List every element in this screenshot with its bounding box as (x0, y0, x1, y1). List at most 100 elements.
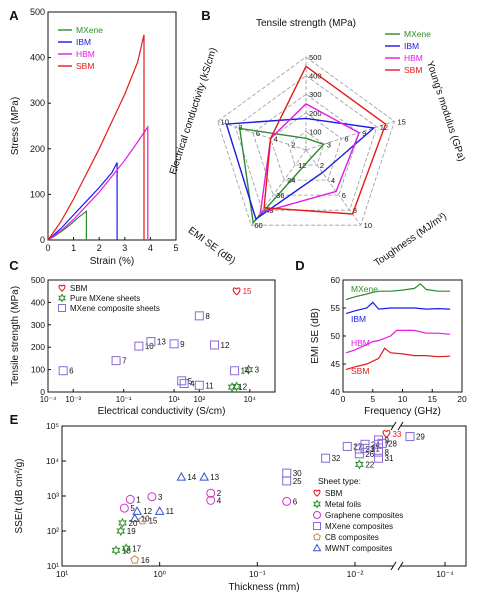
panel-letter-e: E (10, 412, 19, 427)
panel-c-ylabel: Tensile strength (MPa) (10, 286, 21, 386)
panel-e-point-label: 25 (293, 477, 302, 486)
panel-c-point-label: 7 (122, 357, 127, 366)
panel-e-ylabel: SSE/t (dB cm²/g) (14, 458, 25, 533)
panel-e-legend-label: Graphene composites (325, 511, 403, 520)
panel-c-point (244, 364, 254, 375)
panel-c-legend-label: SBM (70, 284, 88, 293)
panel-e-legend-label: MXene composites (325, 522, 393, 531)
panel-c-point (227, 382, 237, 393)
panel-d-ytick-label: 55 (331, 303, 341, 313)
panel-d-xtick-label: 15 (428, 394, 438, 404)
panel-a-legend-label: MXene (76, 25, 103, 35)
panel-a-xtick-label: 0 (45, 243, 50, 253)
panel-a-ytick-label: 0 (40, 235, 45, 245)
panel-e-legend-marker (313, 489, 321, 497)
panel-e-point-label: 8 (385, 448, 390, 457)
panel-c-point (169, 339, 179, 349)
panel-b-tick-label: 4 (331, 176, 335, 185)
panel-b-tick-label: 10 (221, 117, 229, 126)
panel-e-legend-marker (313, 499, 321, 509)
panel-e-xtick-label: 10⁰ (153, 569, 166, 579)
panel-c-xtick-label: 10¹ (168, 395, 180, 404)
panel-d-ylabel: EMI SE (dB) (310, 308, 321, 364)
panel-e-point (111, 545, 121, 556)
panel-d-series-ibm (345, 301, 451, 315)
panel-c-point-label: 9 (180, 340, 185, 349)
panel-e-point-label: 14 (187, 473, 196, 482)
panel-b-tick-label: 8 (238, 123, 242, 132)
panel-c-ytick-label: 500 (31, 275, 45, 285)
panel-e-point-label: 33 (392, 430, 401, 439)
panel-e-point (125, 494, 135, 504)
panel-c-point-label: 3 (255, 366, 260, 375)
panel-e-point (118, 517, 127, 528)
panel-b-series-sbm (263, 65, 387, 215)
panel-d-series-label: MXene (351, 284, 378, 294)
panel-b-grid-ring (287, 130, 325, 166)
panel-e-point (199, 471, 210, 481)
panel-e-legend-marker (312, 543, 322, 552)
panel-letter-d: D (295, 258, 304, 273)
panel-e-xlabel: Thickness (mm) (228, 582, 299, 593)
panel-a-xtick-label: 4 (148, 243, 153, 253)
panel-c-point-label: 1 (238, 383, 243, 392)
panel-a-ytick-label: 400 (30, 53, 45, 63)
panel-e-point-label: 3 (158, 493, 163, 502)
panel-a-ytick-label: 100 (30, 189, 45, 199)
panel-e-ytick-label: 10⁴ (46, 456, 59, 466)
panel-e-ytick-label: 10² (47, 526, 59, 536)
panel-a-legend-label: SBM (76, 61, 94, 71)
panel-c-xtick-label: 10⁻¹ (116, 395, 132, 404)
panel-b-tick-label: 2 (320, 161, 324, 170)
panel-d-series-label: HBM (351, 338, 370, 348)
panel-d-series-label: SBM (351, 366, 369, 376)
panel-e-point-label: 27 (353, 442, 362, 451)
panel-b-grid-ring (217, 56, 395, 226)
panel-e-point-label: 12 (143, 507, 152, 516)
panel-b-series-mxene (238, 127, 325, 225)
panel-b-legend-label: IBM (404, 41, 419, 51)
panel-e-point (121, 543, 131, 554)
panel-c-point (194, 311, 204, 321)
panel-d-xtick-label: 20 (457, 394, 467, 404)
panel-e-xtick-label: 10¹ (56, 569, 68, 579)
panel-e-point (206, 495, 216, 505)
panel-b-legend-label: HBM (404, 53, 423, 63)
panel-d-xtick-label: 5 (370, 394, 375, 404)
panel-a-xtick-label: 5 (173, 243, 178, 253)
panel-b-tick-label: 6 (342, 191, 346, 200)
panel-e-point-label: 9 (385, 436, 390, 445)
panel-d-series-mxene (345, 283, 451, 301)
panel-b-tick-label: 2 (291, 140, 295, 149)
panel-e-legend-label: MWNT composites (325, 544, 392, 553)
panel-e-axis-break-gap-top (393, 422, 401, 430)
panel-e-point-label: 30 (293, 469, 302, 478)
panel-b-grid-ring (252, 93, 360, 196)
panel-c-point-label: 5 (188, 377, 193, 386)
panel-e-point-label: 20 (129, 519, 138, 528)
panel-e-point-label: 21 (371, 444, 380, 453)
panel-e-point (342, 441, 352, 451)
panel-b-series-ibm (225, 117, 376, 221)
panel-c-point (134, 341, 144, 351)
panel-b-axis-title-modulus: Young's modulus (GPa) (424, 60, 467, 163)
panel-c-point (232, 381, 242, 392)
panel-e-point (282, 496, 292, 506)
panel-d-series-sbm (345, 347, 451, 371)
panel-c-point-label: 14 (241, 367, 250, 376)
panel-b-tick-label: 6 (344, 135, 348, 144)
panel-e-axis-break-mark (390, 561, 397, 571)
panel-a-series-ibm (47, 162, 118, 241)
panel-b-spoke (251, 149, 307, 226)
panel-c-legend-marker (58, 284, 66, 292)
panel-e-point (374, 453, 384, 463)
panel-e-legend-label: Metal foils (325, 500, 361, 509)
panel-c-legend-label: Pure MXene sheets (70, 294, 140, 303)
panel-e-point (130, 555, 140, 564)
panel-e-legend-marker (313, 532, 321, 541)
panel-c-point (179, 378, 189, 388)
panel-d-series-label: IBM (351, 314, 366, 324)
panel-e-frame (61, 425, 467, 567)
panel-e-point-label: 7 (385, 440, 390, 449)
panel-e-point (138, 515, 147, 525)
